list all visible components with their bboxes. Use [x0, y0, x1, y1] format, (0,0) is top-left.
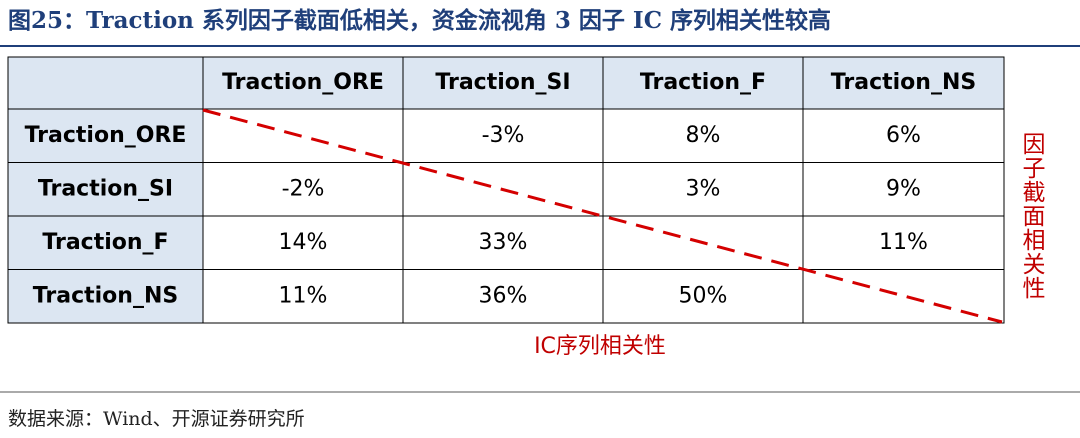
cell: [602, 108, 804, 163]
diagonal-divider: [202, 108, 1003, 324]
figure-title: 图25：Traction 系列因子截面低相关，资金流视角 3 因子 IC 序列相…: [8, 7, 831, 34]
cell: [402, 215, 604, 270]
upper-annotation: 因子截面相关性: [1018, 132, 1044, 300]
cell-value: -2%: [282, 176, 325, 201]
cell-value: 33%: [479, 230, 528, 255]
column-header: Traction_SI: [435, 70, 570, 95]
cell: [202, 215, 404, 270]
cell-value: 14%: [279, 230, 328, 255]
row-header-cell: [7, 269, 204, 324]
cell: [602, 269, 804, 324]
cell: [802, 162, 1005, 217]
row-header: Traction_NS: [33, 283, 178, 308]
cell-value: 9%: [886, 176, 921, 201]
header-cell: [802, 56, 1005, 110]
table: Traction_ORE Traction_SI Traction_F Tractio…: [7, 56, 1005, 324]
row-header: Traction_ORE: [25, 123, 187, 148]
cell: [602, 162, 804, 217]
column-header: Traction_ORE: [222, 70, 384, 95]
cell-value: 6%: [886, 123, 921, 148]
row-header-cell: [7, 162, 204, 217]
header-cell: [7, 56, 204, 110]
cell-value: -3%: [482, 123, 525, 148]
cell: [202, 269, 404, 324]
source-note: 数据来源：Wind、开源证券研究所: [8, 408, 305, 430]
cell-value: 3%: [686, 176, 721, 201]
cell: [202, 162, 404, 217]
row-header-cell: [7, 215, 204, 270]
column-header: Traction_NS: [831, 70, 976, 95]
header-cell: [402, 56, 604, 110]
row-header: Traction_F: [42, 230, 168, 255]
cell-value: 50%: [679, 283, 728, 308]
cell-value: 36%: [479, 283, 528, 308]
cell: [402, 269, 604, 324]
cell: [802, 108, 1005, 163]
cell-value: 11%: [279, 283, 328, 308]
lower-annotation: IC序列相关性: [534, 334, 666, 359]
column-header: Traction_F: [640, 70, 766, 95]
header-cell: [202, 56, 404, 110]
row-header: Traction_SI: [38, 176, 173, 201]
cell-value: 8%: [686, 123, 721, 148]
header-cell: [602, 56, 804, 110]
cell-value: 11%: [879, 230, 928, 255]
